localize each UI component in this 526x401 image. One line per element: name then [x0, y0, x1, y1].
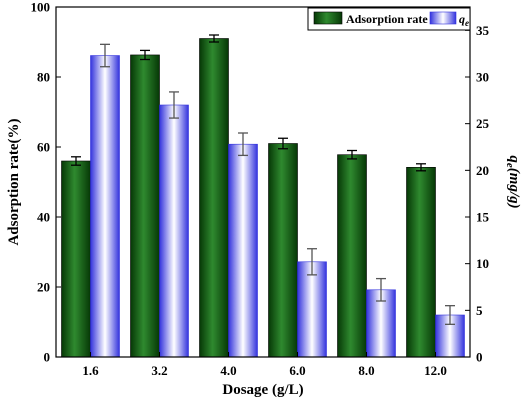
- error-bar-adsorption-rate-6.0: [278, 137, 288, 150]
- y2-tick-label: 30: [476, 70, 489, 85]
- legend-label-qe: qe: [459, 12, 469, 28]
- y2-tick-label: 35: [476, 23, 490, 38]
- error-bar-qe-3.2: [169, 91, 179, 119]
- y2-axis-title: qe(mg/g): [504, 155, 522, 208]
- y-tick-label: 80: [37, 70, 50, 85]
- y2-tick-label: 20: [476, 163, 489, 178]
- error-bar-qe-4.0: [238, 132, 248, 157]
- error-bar-adsorption-rate-4.0: [209, 34, 219, 43]
- y-tick-label: 40: [37, 210, 50, 225]
- x-tick-label: 6.0: [289, 363, 305, 378]
- x-tick-label: 12.0: [424, 363, 447, 378]
- x-axis-title: Dosage (g/L): [222, 382, 303, 398]
- y2-axis-ticks: 0 5 10 15 20 25 30 35: [465, 23, 490, 365]
- bar-adsorption-rate-6.0: [268, 143, 298, 358]
- y-tick-label: 100: [31, 0, 51, 15]
- error-bar-adsorption-rate-3.2: [140, 49, 150, 61]
- error-bar-adsorption-rate-1.6: [71, 156, 81, 166]
- y2-tick-label: 25: [476, 116, 490, 131]
- y2-tick-label: 15: [476, 210, 490, 225]
- bar-qe-4.0: [228, 143, 258, 358]
- bar-adsorption-rate-12.0: [406, 167, 436, 358]
- legend-label-adsorption-rate: Adsorption rate: [346, 12, 428, 26]
- bar-adsorption-rate-8.0: [337, 154, 367, 358]
- y-axis-title: Adsorption rate(%): [6, 118, 22, 245]
- bar-adsorption-rate-1.6: [61, 160, 91, 358]
- y-tick-label: 20: [37, 280, 50, 295]
- x-tick-label: 1.6: [82, 363, 99, 378]
- y-tick-label: 60: [37, 140, 50, 155]
- bar-qe-3.2: [159, 104, 189, 358]
- legend-box: [307, 7, 471, 31]
- y-tick-label: 0: [44, 350, 51, 365]
- error-bar-adsorption-rate-8.0: [347, 149, 357, 160]
- y-axis-ticks: 0 20 40 60 80 100: [31, 0, 61, 365]
- bar-adsorption-rate-4.0: [199, 38, 229, 358]
- error-bar-qe-12.0: [445, 305, 455, 325]
- y2-tick-label: 0: [476, 350, 483, 365]
- legend-swatch-adsorption-rate: [313, 11, 343, 25]
- legend-swatch-qe: [429, 11, 457, 25]
- y2-tick-label: 10: [476, 256, 489, 271]
- x-axis-ticks: 1.6 3.2 4.0 6.0 8.0 12.0: [82, 352, 447, 378]
- bar-qe-6.0: [297, 261, 327, 358]
- bar-adsorption-rate-3.2: [130, 54, 160, 358]
- legend: Adsorption rate qe: [307, 7, 471, 31]
- error-bar-adsorption-rate-12.0: [416, 163, 426, 172]
- error-bars-layer: [71, 34, 455, 325]
- bars-layer: [61, 38, 465, 358]
- x-tick-label: 8.0: [358, 363, 374, 378]
- error-bar-qe-8.0: [376, 277, 386, 302]
- x-tick-label: 4.0: [220, 363, 236, 378]
- x-tick-label: 3.2: [151, 363, 167, 378]
- error-bar-qe-6.0: [307, 248, 317, 276]
- plot-frame: [55, 6, 471, 358]
- y2-tick-label: 5: [476, 303, 483, 318]
- error-bar-qe-1.6: [100, 43, 110, 68]
- bar-qe-1.6: [90, 55, 120, 358]
